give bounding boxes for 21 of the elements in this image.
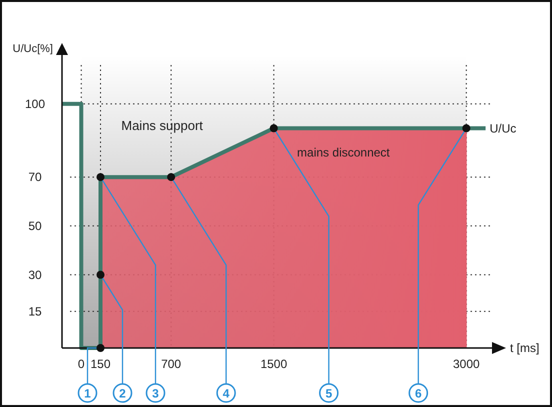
x-tick-label: 3000 (452, 357, 480, 371)
x-axis-title: t [ms] (510, 341, 540, 355)
y-axis-title: U/Uc[%] (12, 43, 53, 55)
annotation: 5 (325, 386, 332, 400)
series-label: U/Uc (490, 121, 516, 136)
annotation: 2 (119, 386, 126, 400)
annotation: 3 (152, 386, 160, 400)
annotation: 6 (414, 386, 422, 400)
x-tick-label: 0 (78, 357, 85, 371)
annotation: 1 (84, 386, 92, 400)
x-tick-label: 700 (161, 357, 182, 371)
y-tick-label: 50 (28, 218, 42, 233)
band-label: Mains support (121, 118, 204, 133)
x-tick-label: 1500 (260, 357, 288, 371)
y-tick-label: 100 (24, 96, 46, 111)
y-tick-label: 70 (28, 170, 42, 184)
x-tick-label: 150 (90, 357, 111, 371)
annotation: mains disconnect (297, 145, 390, 160)
annotation: 4 (222, 386, 230, 400)
y-tick-label: 15 (28, 304, 42, 318)
y-tick-label: 30 (28, 268, 42, 282)
